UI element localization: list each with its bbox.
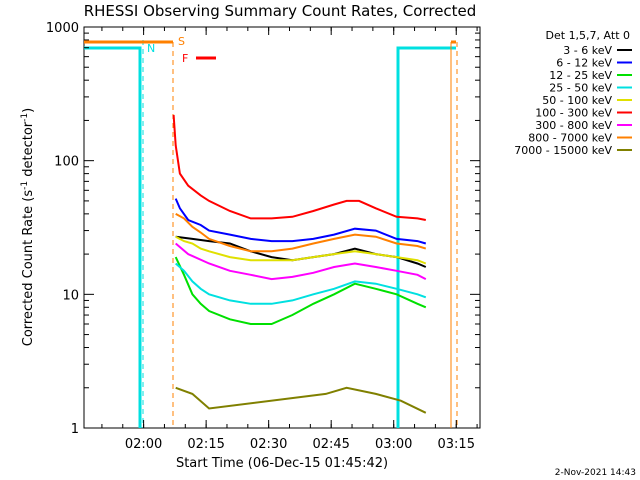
saa-label: S xyxy=(178,35,185,48)
series-layer xyxy=(172,114,427,414)
y-axis-label-sup2: -1 xyxy=(20,113,30,122)
x-tick-label: 02:00 xyxy=(125,437,162,452)
plot-area: N SF 02:00 02:15 02:30 02:45 03:00 03:15 1 10 10… xyxy=(46,21,481,452)
y-tick-label: 10 xyxy=(62,288,79,303)
night-state-line xyxy=(84,46,142,428)
y-axis-label-part2: detector xyxy=(21,121,36,181)
series-line-3 xyxy=(175,262,427,305)
legend-label: 3 - 6 keV xyxy=(563,44,612,57)
x-axis-label: Start Time (06-Dec-15 01:45:42) xyxy=(176,456,388,471)
night-state-line xyxy=(396,46,456,428)
series-line-2 xyxy=(174,256,427,325)
y-axis-ticks: 1 10 100 1000 xyxy=(46,21,480,437)
timestamp: 2-Nov-2021 14:43 xyxy=(555,468,636,478)
legend-label: 800 - 7000 keV xyxy=(528,132,612,145)
legend-label: 6 - 12 keV xyxy=(556,57,612,70)
legend-label: 25 - 50 keV xyxy=(549,82,612,95)
x-axis-ticks: 02:00 02:15 02:30 02:45 03:00 03:15 xyxy=(101,27,478,452)
series-line-4 xyxy=(175,235,427,265)
legend-label: 7000 - 15000 keV xyxy=(514,144,612,157)
legend-header: Det 1,5,7, Att 0 xyxy=(546,29,630,42)
y-tick-label: 100 xyxy=(54,155,79,170)
state-layer: N SF xyxy=(84,35,458,428)
chart-title: RHESSI Observing Summary Count Rates, Co… xyxy=(84,2,477,20)
x-tick-label: 02:30 xyxy=(250,437,287,452)
x-tick-label: 03:00 xyxy=(375,437,412,452)
legend-label: 300 - 800 keV xyxy=(535,119,612,132)
y-axis-label-part3: ) xyxy=(21,108,36,113)
y-axis-label: Corrected Count Rate (s-1 detector-1) xyxy=(20,108,36,346)
legend-label: 50 - 100 keV xyxy=(542,94,612,107)
legend-label: 100 - 300 keV xyxy=(535,107,612,120)
x-tick-label: 02:15 xyxy=(187,437,224,452)
legend-label: 12 - 25 keV xyxy=(549,69,612,82)
series-line-7 xyxy=(175,213,427,253)
x-tick-label: 03:15 xyxy=(438,437,475,452)
y-tick-label: 1000 xyxy=(46,21,79,36)
plot-frame xyxy=(83,26,481,429)
series-line-5 xyxy=(172,114,426,221)
series-line-8 xyxy=(175,386,427,414)
x-tick-label: 02:45 xyxy=(312,437,349,452)
night-label: N xyxy=(147,42,155,55)
y-axis-label-sup1: -1 xyxy=(20,181,30,190)
y-tick-label: 1 xyxy=(71,422,79,437)
series-line-1 xyxy=(174,198,427,245)
y-axis-label-part1: Corrected Count Rate (s xyxy=(21,190,36,347)
flare-label: F xyxy=(182,52,188,65)
series-line-6 xyxy=(175,242,427,281)
